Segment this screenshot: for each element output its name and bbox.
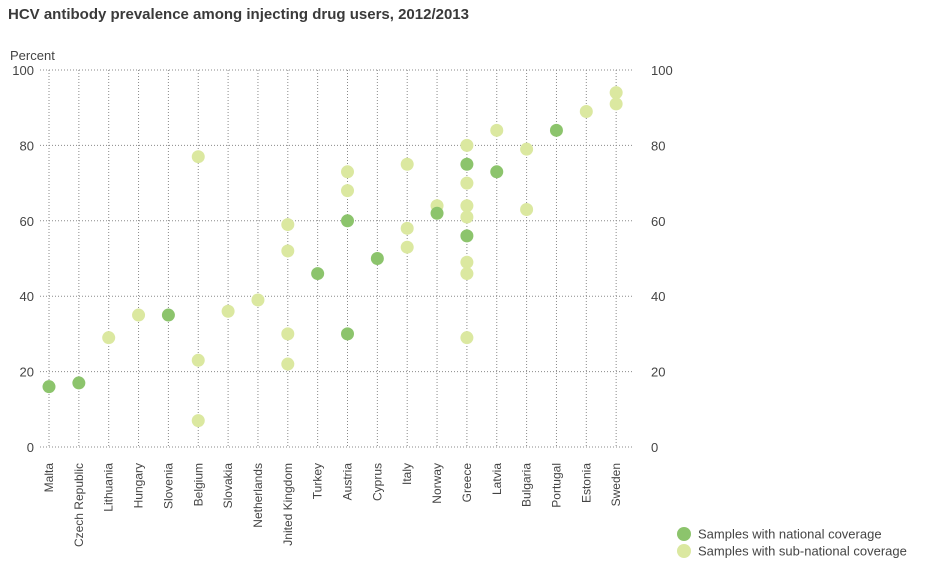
- point-national: [341, 214, 354, 228]
- x-category-label: Lithuania: [102, 463, 116, 512]
- point-sub-national: [400, 221, 414, 235]
- point-sub-national: [221, 304, 235, 318]
- point-sub-national: [460, 199, 474, 213]
- point-sub-national: [191, 150, 205, 164]
- chart-title: HCV antibody prevalence among injecting …: [8, 6, 469, 23]
- point-national: [490, 165, 504, 179]
- x-category-label: Norway: [430, 463, 444, 504]
- x-category-labels: Malta Czech Republic Lithuania Hungary Slove…: [42, 463, 623, 547]
- x-category-label: Slovenia: [161, 463, 175, 509]
- x-category-label: Turkey: [311, 463, 325, 499]
- x-category-label: Sweden: [609, 463, 623, 506]
- x-category-label: Italy: [400, 463, 414, 485]
- x-category-label: Malta: [42, 463, 56, 493]
- legend-marker-sub-national: [677, 544, 691, 558]
- x-category-label: Latvia: [490, 463, 504, 495]
- point-sub-national: [191, 353, 205, 367]
- x-category-label: Austria: [341, 463, 355, 501]
- point-national: [549, 123, 563, 137]
- point-sub-national: [400, 157, 414, 171]
- point-sub-national: [460, 210, 474, 224]
- point-sub-national: [281, 244, 295, 258]
- x-category-label: Belgium: [191, 463, 205, 506]
- point-national: [460, 157, 474, 171]
- point-national: [341, 327, 354, 341]
- point-sub-national: [520, 202, 534, 216]
- point-sub-national: [191, 414, 205, 428]
- point-sub-national: [609, 86, 623, 100]
- point-sub-national: [281, 357, 295, 371]
- point-sub-national: [579, 104, 593, 118]
- y-tick-label-left: 60: [20, 214, 34, 229]
- point-sub-national: [460, 138, 474, 152]
- point-sub-national: [460, 255, 474, 269]
- legend-marker-national: [677, 527, 691, 541]
- y-tick-label-left: 80: [20, 138, 34, 153]
- y-tick-label-left: 20: [20, 365, 34, 380]
- x-category-label: Cyprus: [370, 463, 384, 501]
- point-sub-national: [400, 240, 414, 254]
- point-sub-national: [460, 267, 474, 281]
- point-national: [460, 229, 474, 243]
- legend: Samples with national coverage Samples wi…: [677, 527, 907, 559]
- x-category-label: Czech Republic: [72, 463, 86, 547]
- point-sub-national: [609, 97, 623, 111]
- x-category-label: Slovakia: [221, 463, 235, 509]
- point-national: [370, 252, 384, 265]
- point-national: [430, 206, 444, 220]
- point-national: [42, 380, 56, 394]
- point-national: [161, 308, 175, 322]
- point-sub-national: [490, 123, 504, 137]
- y-tick-label-left: 40: [20, 289, 34, 304]
- point-sub-national: [281, 327, 295, 341]
- point-sub-national: [132, 308, 146, 322]
- point-sub-national: [520, 142, 534, 156]
- x-category-label: Bulgaria: [520, 463, 534, 507]
- x-category-label: Hungary: [132, 463, 146, 508]
- point-sub-national: [281, 218, 295, 232]
- point-sub-national: [341, 184, 354, 198]
- y-tick-label-right: 80: [651, 138, 665, 153]
- point-national: [311, 267, 325, 281]
- y-axis-label: Percent: [10, 48, 55, 63]
- grid-layer: [40, 69, 632, 448]
- x-category-label: Jnited Kingdom: [281, 463, 295, 546]
- data-points: [42, 86, 623, 428]
- x-category-label: Greece: [460, 463, 474, 503]
- y-tick-label-right: 100: [651, 63, 673, 78]
- point-sub-national: [460, 331, 474, 345]
- y-tick-label-left: 0: [27, 440, 34, 455]
- point-sub-national: [460, 176, 474, 190]
- y-tick-label-left: 100: [12, 63, 34, 78]
- legend-label-national: Samples with national coverage: [698, 527, 882, 542]
- y-tick-label-right: 40: [651, 289, 665, 304]
- legend-label-sub-national: Samples with sub-national coverage: [698, 544, 907, 559]
- y-tick-label-right: 0: [651, 440, 658, 455]
- point-national: [72, 376, 86, 390]
- x-category-label: Netherlands: [251, 463, 265, 528]
- x-category-label: Estonia: [579, 463, 593, 503]
- y-tick-label-right: 60: [651, 214, 665, 229]
- point-sub-national: [102, 331, 116, 345]
- point-sub-national: [251, 293, 265, 307]
- y-tick-label-right: 20: [651, 365, 665, 380]
- x-category-label: Portugal: [549, 463, 563, 508]
- point-sub-national: [341, 165, 354, 179]
